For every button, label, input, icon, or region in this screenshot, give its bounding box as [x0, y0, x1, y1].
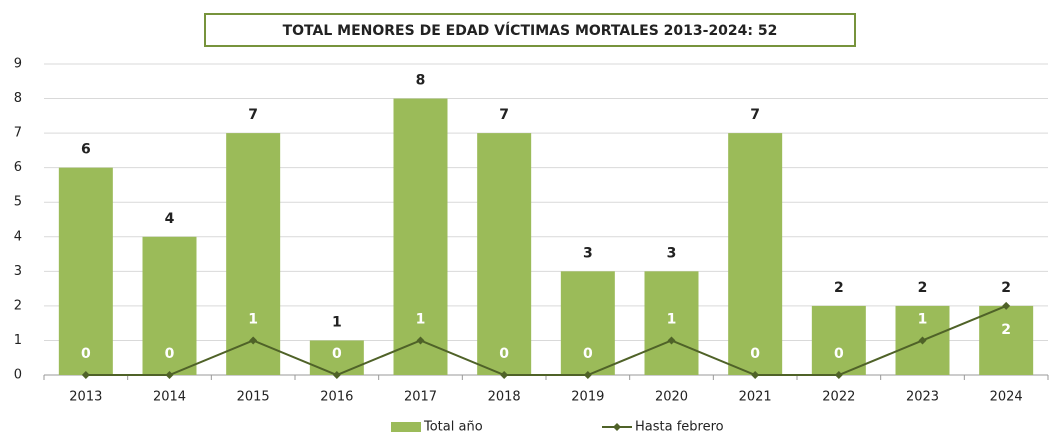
bar-value-label: 8	[416, 73, 426, 89]
legend-label: Total año	[423, 420, 483, 434]
legend-marker	[613, 423, 621, 431]
line-marker	[500, 371, 509, 379]
line-value-label: 0	[81, 346, 91, 362]
x-tick-label: 2021	[739, 390, 772, 405]
bar-value-label: 2	[918, 280, 928, 296]
bar-value-label: 3	[667, 245, 677, 261]
bar-value-label: 1	[332, 314, 342, 330]
bar-value-label: 7	[499, 107, 509, 123]
line-value-label: 0	[583, 346, 593, 362]
x-tick-label: 2014	[153, 390, 186, 405]
bar	[979, 305, 1034, 375]
y-tick-label: 9	[14, 57, 22, 72]
bar	[560, 271, 615, 375]
line-marker	[918, 336, 927, 345]
legend-swatch	[391, 422, 421, 432]
line-value-label: 0	[499, 346, 509, 362]
x-tick-label: 2023	[906, 390, 939, 405]
bar	[644, 271, 699, 375]
x-tick-label: 2016	[320, 390, 353, 405]
y-tick-label: 4	[14, 229, 22, 244]
line-value-label: 0	[750, 346, 760, 362]
bar-value-label: 3	[583, 245, 593, 261]
line-value-label: 1	[416, 311, 426, 327]
y-tick-label: 7	[14, 126, 22, 141]
line-value-label: 1	[248, 311, 258, 327]
line-marker	[583, 371, 592, 379]
x-tick-label: 2015	[237, 390, 270, 405]
line	[85, 304, 1007, 377]
x-tick-label: 2020	[655, 390, 688, 405]
line-value-label: 1	[918, 311, 928, 327]
y-tick-label: 2	[14, 298, 22, 313]
line-marker	[667, 336, 676, 345]
bar	[728, 133, 783, 375]
line-value-label: 0	[332, 346, 342, 362]
line-marker	[332, 371, 341, 379]
x-tick-label: 2019	[571, 390, 604, 405]
x-tick-label: 2018	[488, 390, 521, 405]
line-marker	[416, 336, 425, 345]
chart-title: TOTAL MENORES DE EDAD VÍCTIMAS MORTALES …	[283, 22, 778, 39]
bar	[477, 133, 532, 375]
line-marker	[1002, 301, 1011, 310]
line-marker	[165, 371, 174, 379]
y-tick-label: 5	[14, 195, 22, 210]
title-box	[204, 13, 856, 47]
x-tick-label: 2022	[822, 390, 855, 405]
y-tick-label: 0	[14, 368, 22, 383]
x-tick-label: 2024	[990, 390, 1023, 405]
y-tick-label: 6	[14, 160, 22, 175]
line-value-label: 2	[1001, 322, 1011, 338]
bar	[226, 133, 281, 375]
legend-label: Hasta febrero	[635, 420, 724, 434]
bar-value-label: 2	[834, 280, 844, 296]
line-marker	[81, 371, 90, 379]
x-tick-label: 2017	[404, 390, 437, 405]
bar	[393, 98, 448, 376]
bar-value-label: 7	[750, 107, 760, 123]
x-tick-label: 2013	[69, 390, 102, 405]
bar-value-label: 6	[81, 142, 91, 158]
line-value-label: 0	[165, 346, 175, 362]
line-value-label: 1	[667, 311, 677, 327]
line-value-label: 0	[834, 346, 844, 362]
line-marker	[751, 371, 760, 379]
bar	[811, 305, 866, 375]
bar	[309, 340, 364, 375]
y-tick-label: 1	[14, 333, 22, 348]
bar	[58, 167, 113, 375]
bar-value-label: 7	[248, 107, 258, 123]
bar	[142, 236, 197, 375]
y-tick-label: 3	[14, 264, 22, 279]
line-marker	[834, 371, 843, 379]
bar-value-label: 4	[165, 211, 175, 227]
line-marker	[249, 336, 258, 345]
bar-value-label: 2	[1001, 280, 1011, 296]
y-tick-label: 8	[14, 91, 22, 106]
